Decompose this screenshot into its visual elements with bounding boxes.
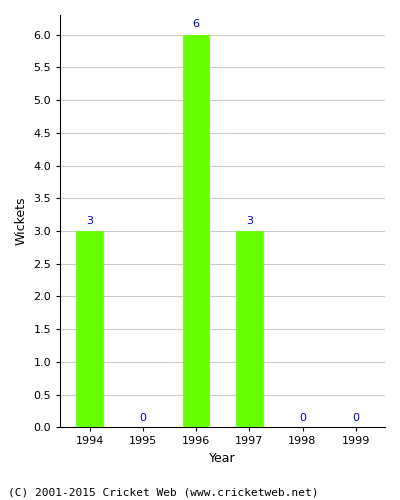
Text: 0: 0	[299, 414, 306, 424]
Text: 6: 6	[192, 20, 200, 30]
Text: 3: 3	[246, 216, 253, 226]
Y-axis label: Wickets: Wickets	[15, 197, 28, 246]
Text: 3: 3	[86, 216, 93, 226]
Text: 0: 0	[352, 414, 359, 424]
Bar	[236, 231, 262, 428]
Bar	[76, 231, 103, 428]
X-axis label: Year: Year	[209, 452, 236, 465]
Text: (C) 2001-2015 Cricket Web (www.cricketweb.net): (C) 2001-2015 Cricket Web (www.cricketwe…	[8, 488, 318, 498]
Bar	[183, 34, 209, 428]
Text: 0: 0	[139, 414, 146, 424]
